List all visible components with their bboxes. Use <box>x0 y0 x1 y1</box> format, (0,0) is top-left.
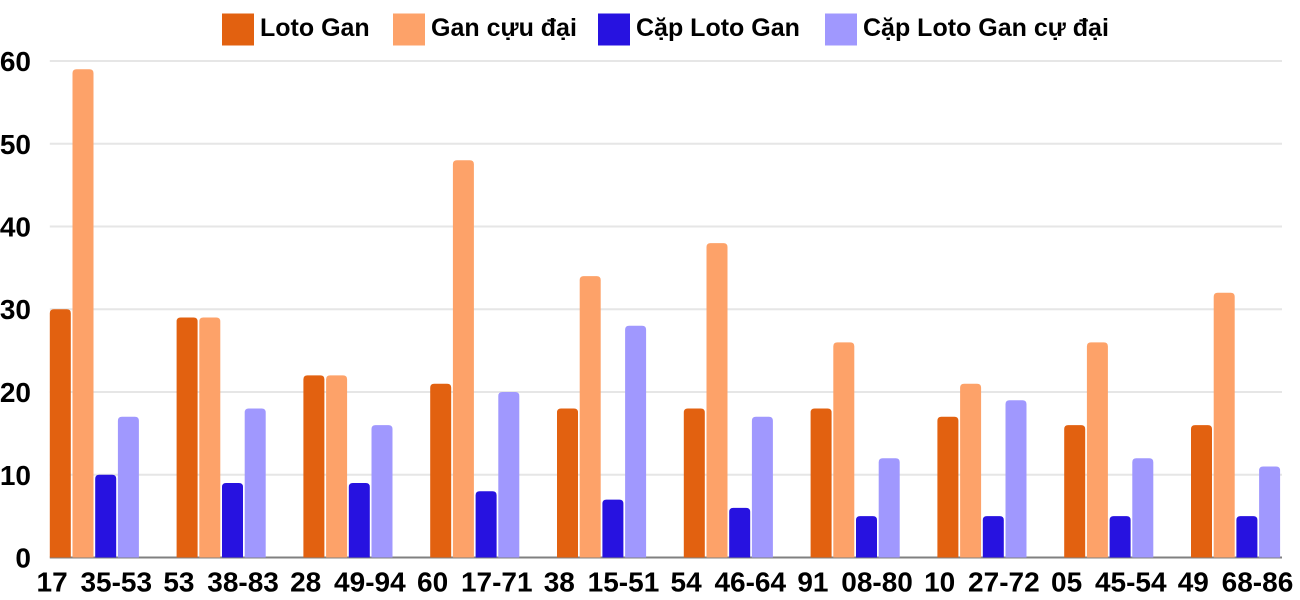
svg-text:38 15-51: 38 15-51 <box>544 567 660 598</box>
svg-text:0: 0 <box>15 543 31 574</box>
svg-text:20: 20 <box>0 377 31 408</box>
svg-text:40: 40 <box>0 212 31 243</box>
svg-text:60: 60 <box>0 46 31 77</box>
svg-text:54 46-64: 54 46-64 <box>671 567 787 598</box>
svg-text:05 45-54: 05 45-54 <box>1051 567 1167 598</box>
svg-text:91 08-80: 91 08-80 <box>797 567 913 598</box>
svg-text:Gan cựu đại: Gan cựu đại <box>431 14 577 42</box>
svg-text:10: 10 <box>0 460 31 491</box>
svg-text:17 35-53: 17 35-53 <box>37 567 153 598</box>
svg-text:Cặp Loto Gan: Cặp Loto Gan <box>636 14 800 42</box>
svg-text:30: 30 <box>0 294 31 325</box>
svg-text:53 38-83: 53 38-83 <box>163 567 279 598</box>
svg-text:28 49-94: 28 49-94 <box>290 567 406 598</box>
svg-text:60 17-71: 60 17-71 <box>417 567 533 598</box>
svg-text:50: 50 <box>0 129 31 160</box>
svg-text:49 68-86: 49 68-86 <box>1178 567 1294 598</box>
svg-text:10 27-72: 10 27-72 <box>924 567 1040 598</box>
svg-text:Loto Gan: Loto Gan <box>260 14 370 42</box>
svg-text:Cặp Loto Gan cự đại: Cặp Loto Gan cự đại <box>863 14 1109 42</box>
